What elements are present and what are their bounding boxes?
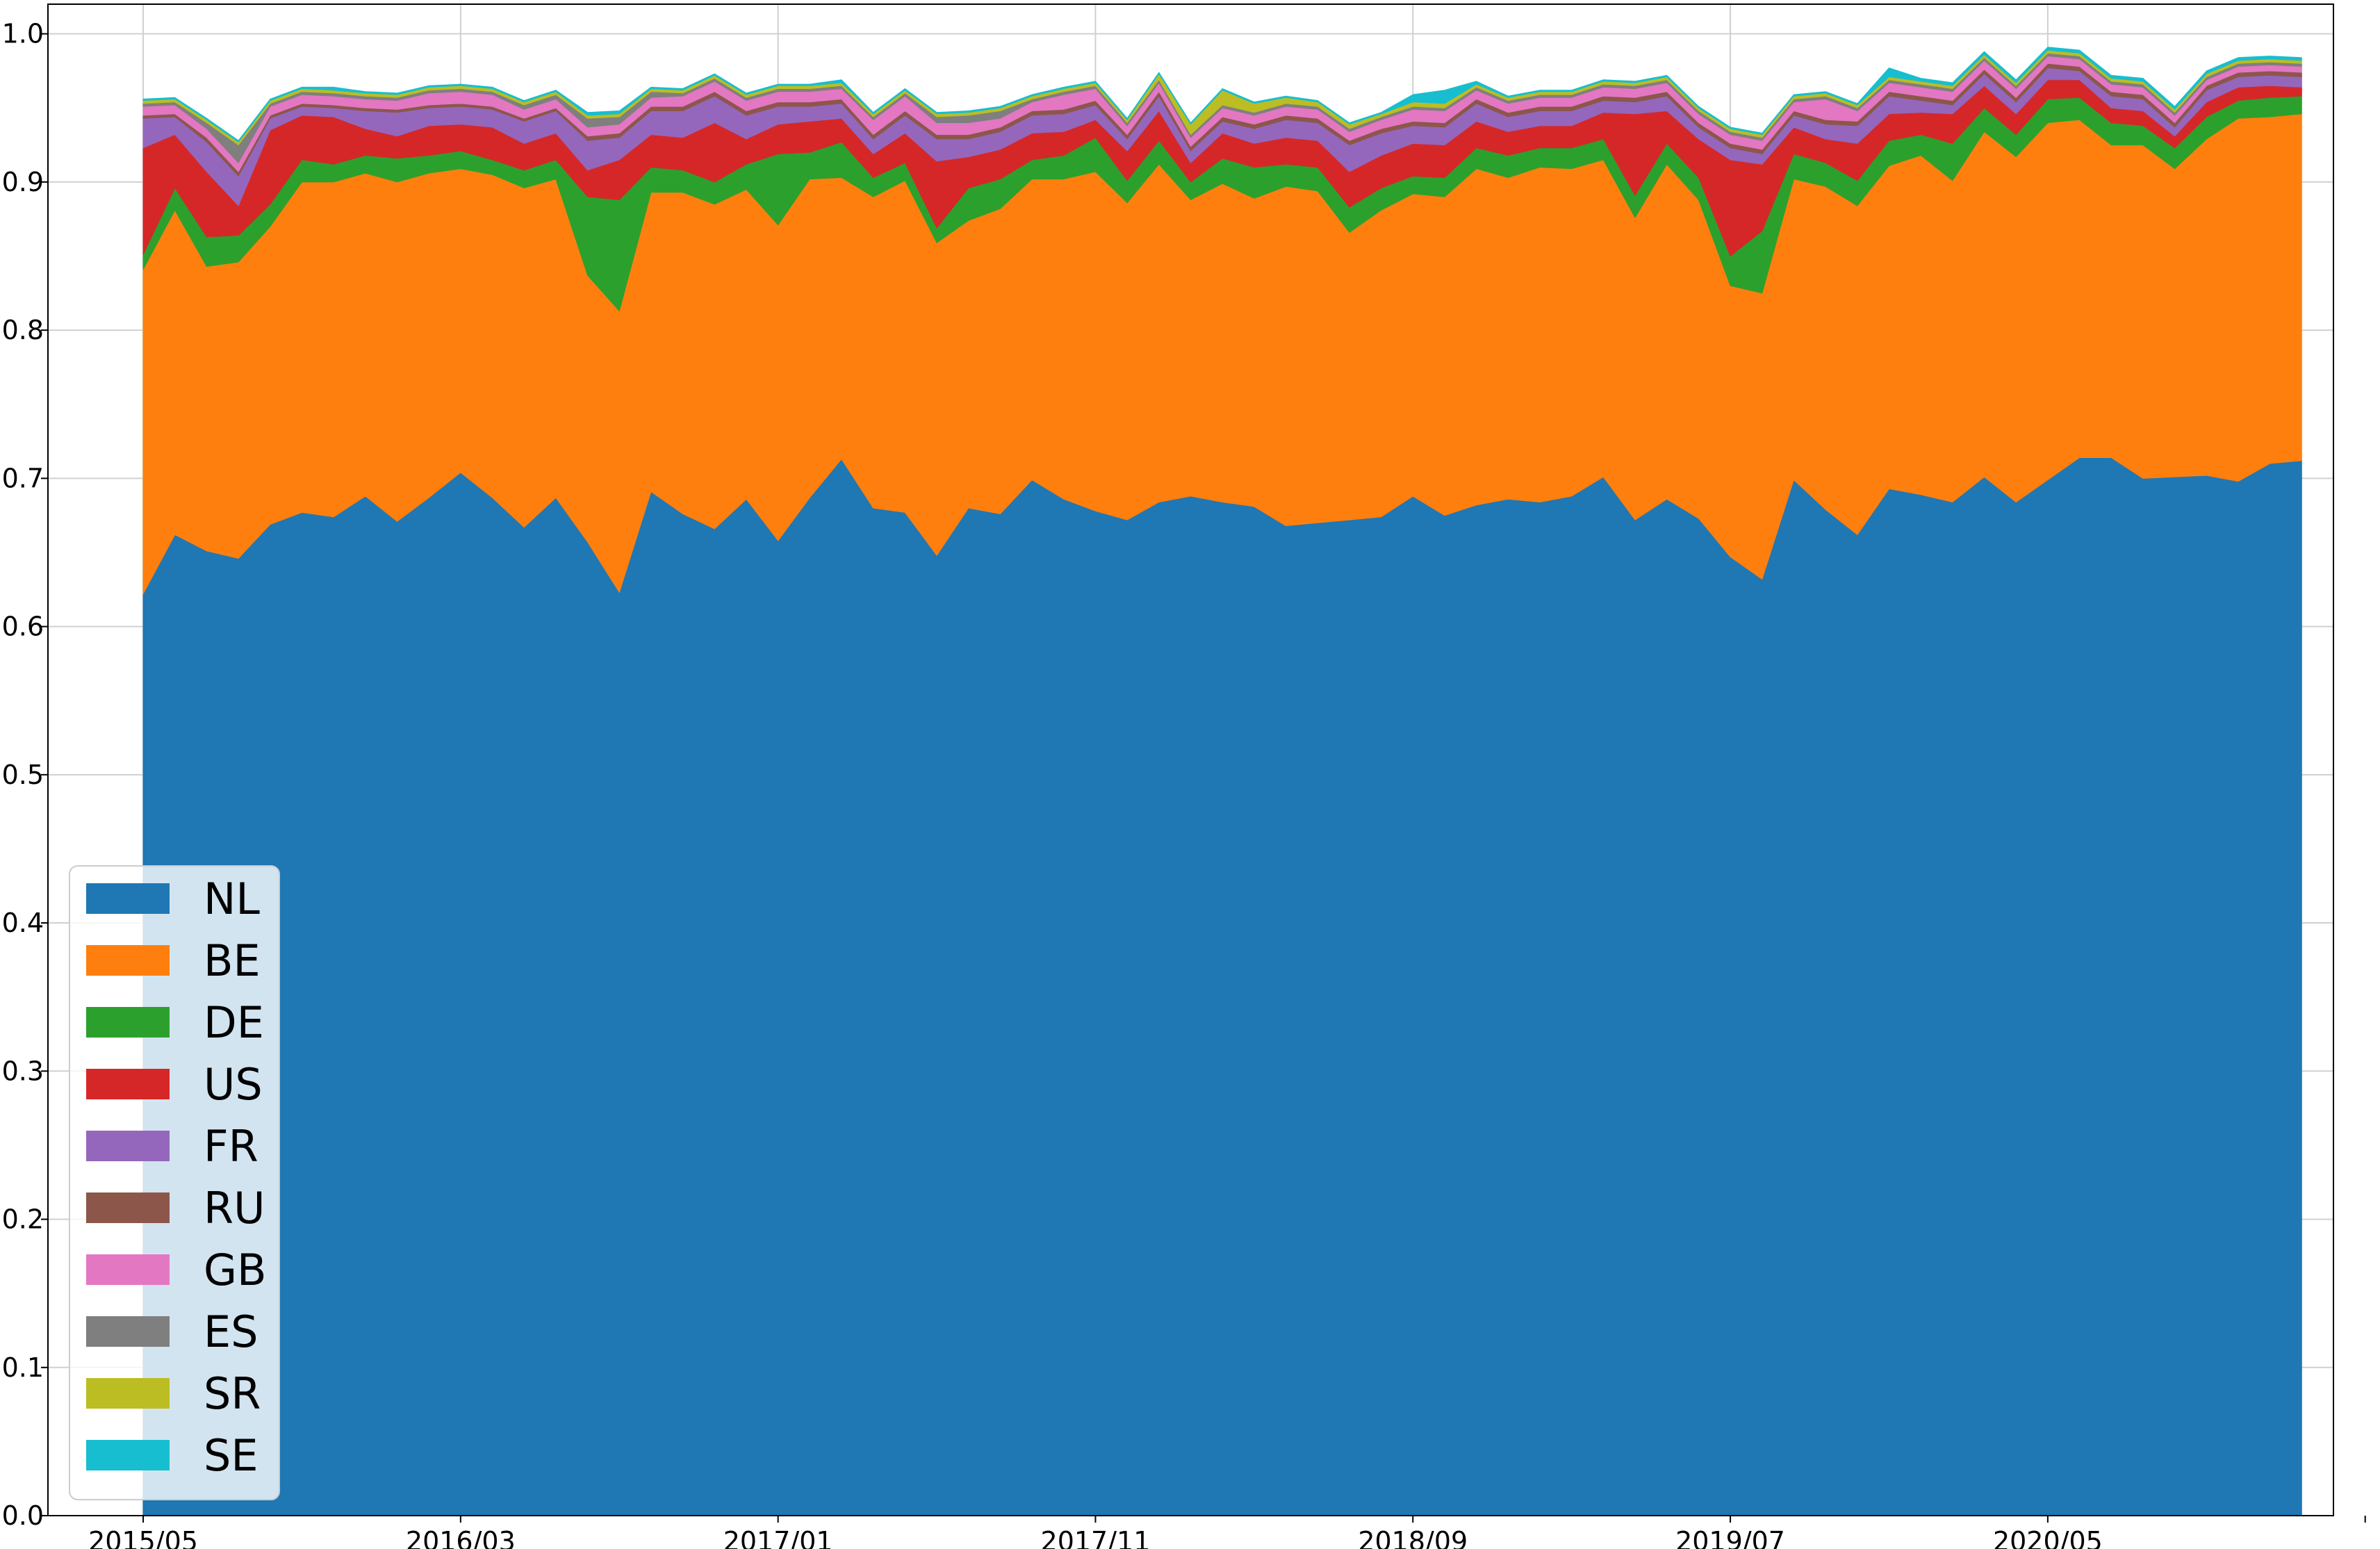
area-series-group [142,47,2302,1516]
x-tick-label: 2017/11 [1041,1526,1151,1549]
y-tick-label: 0.7 [2,463,44,493]
x-axis-ticks: 2015/05 2016/03 2017/01 2017/11 2018/09 2019/… [88,1516,2366,1549]
legend-swatch-se [86,1440,170,1470]
y-tick-label: 0.8 [2,315,44,345]
y-axis-ticks: 0.0 0.1 0.2 0.3 0.4 0.5 0.6 0.7 0.8 0.9 1.0 [2,19,48,1531]
x-tick-label: 2016/03 [406,1526,516,1549]
y-tick-label: 0.5 [2,760,44,790]
legend-swatch-sr [86,1378,170,1409]
y-tick-label: 1.0 [2,19,44,49]
legend-swatch-fr [86,1131,170,1161]
legend-swatch-es [86,1316,170,1347]
y-tick-label: 0.4 [2,908,44,938]
legend-swatch-be [86,945,170,976]
legend-swatch-us [86,1069,170,1099]
legend-label-es: ES [204,1306,258,1357]
legend-label-nl: NL [204,874,260,924]
legend: NL BE DE US FR RU GB ES SR SE [69,865,280,1500]
legend-label-de: DE [204,997,264,1048]
legend-swatch-ru [86,1193,170,1223]
x-tick-label: 2019/07 [1675,1526,1785,1549]
plot-frame [47,3,2334,1516]
legend-label-fr: FR [204,1121,258,1172]
y-tick-label: 0.3 [2,1056,44,1086]
area-series-se [142,47,2302,142]
y-tick-label: 0.9 [2,167,44,197]
legend-label-us: US [204,1059,263,1110]
x-tick-label: 2018/09 [1358,1526,1468,1549]
legend-label-se: SE [204,1430,258,1481]
y-tick-label: 0.6 [2,612,44,642]
legend-label-gb: GB [204,1245,267,1295]
x-tick-label: 2020/05 [1993,1526,2103,1549]
legend-label-ru: RU [204,1183,265,1234]
legend-swatch-gb [86,1254,170,1285]
legend-label-be: BE [204,935,261,986]
legend-label-sr: SR [204,1368,261,1419]
x-tick-label: 2015/05 [88,1526,198,1549]
x-tick-label: 2017/01 [723,1526,833,1549]
legend-swatch-de [86,1007,170,1038]
area-series-nl [142,457,2302,1516]
y-tick-label: 0.1 [2,1352,44,1383]
legend-swatch-nl [86,883,170,914]
y-tick-label: 0.0 [2,1500,44,1531]
y-tick-label: 0.2 [2,1204,44,1235]
